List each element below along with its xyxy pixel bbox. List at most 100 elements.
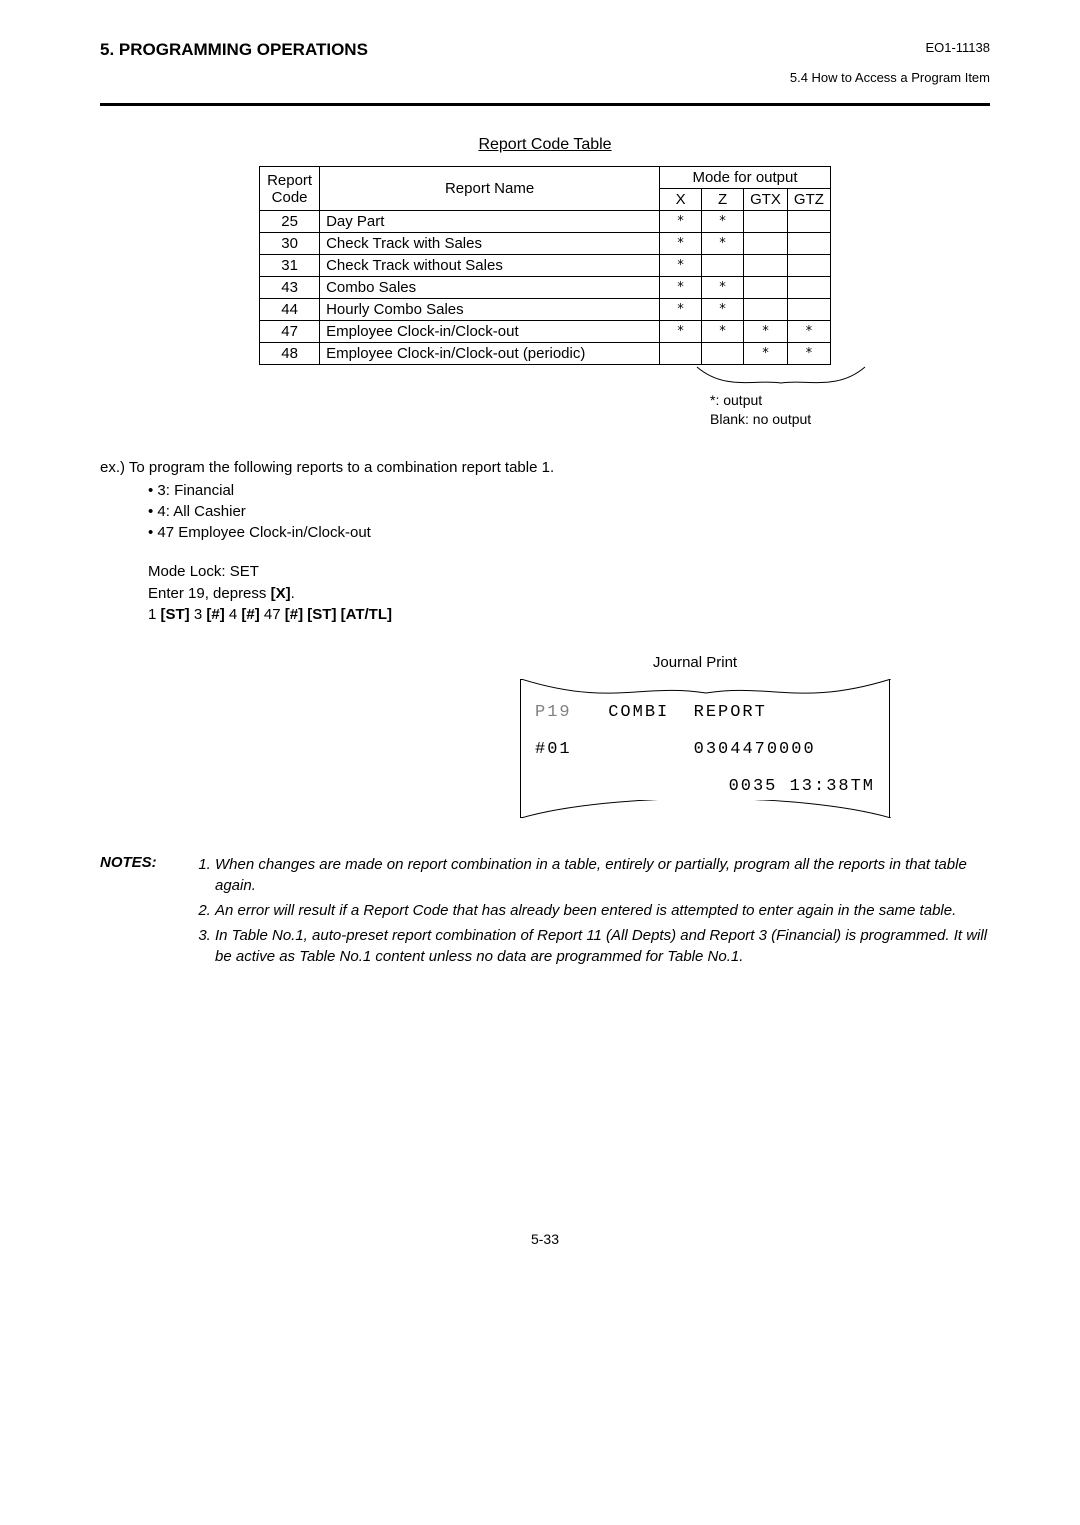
cell-mode <box>787 233 830 255</box>
table-row: 30Check Track with Sales** <box>260 233 831 255</box>
proc-l2-post: . <box>291 585 295 602</box>
procedure-block: Mode Lock: SET Enter 19, depress [X]. 1 … <box>100 561 990 626</box>
cell-mode: * <box>787 343 830 365</box>
example-item: 47 Employee Clock-in/Clock-out <box>148 522 990 543</box>
proc-seq: 1 <box>148 606 161 623</box>
note-item: When changes are made on report combinat… <box>215 854 990 896</box>
receipt-line-2: #01 0304470000 <box>535 739 875 762</box>
cell-mode <box>787 299 830 321</box>
cell-mode: * <box>702 233 744 255</box>
cell-mode: * <box>702 277 744 299</box>
cell-name: Employee Clock-in/Clock-out <box>320 321 660 343</box>
receipt-title: COMBI REPORT <box>608 703 767 722</box>
table-row: 47Employee Clock-in/Clock-out**** <box>260 321 831 343</box>
note-item: An error will result if a Report Code th… <box>215 900 990 921</box>
cell-mode <box>744 211 788 233</box>
cell-mode: * <box>744 343 788 365</box>
cell-code: 30 <box>260 233 320 255</box>
cell-mode <box>660 343 702 365</box>
cell-mode: * <box>702 211 744 233</box>
proc-l2-key: [X] <box>271 585 291 602</box>
cell-mode: * <box>660 211 702 233</box>
th-report-code: Report Code <box>260 167 320 211</box>
th-report-name: Report Name <box>320 167 660 211</box>
notes-block: NOTES: When changes are made on report c… <box>100 854 990 971</box>
th-x: X <box>660 189 702 211</box>
cell-mode <box>744 255 788 277</box>
notes-label: NOTES: <box>100 854 195 871</box>
cell-code: 44 <box>260 299 320 321</box>
page-header: 5. PROGRAMMING OPERATIONS EO1-11138 <box>100 40 990 60</box>
table-title: Report Code Table <box>100 136 990 154</box>
receipt-bot-curve <box>521 800 891 818</box>
cell-mode <box>787 255 830 277</box>
th-gtx: GTX <box>744 189 788 211</box>
cell-mode <box>744 233 788 255</box>
th-gtz: GTZ <box>787 189 830 211</box>
proc-seq: 4 <box>225 606 242 623</box>
journal-receipt: P19 COMBI REPORT #01 0304470000 0035 13:… <box>520 679 890 818</box>
receipt-num: 0304470000 <box>694 740 816 759</box>
example-intro: ex.) To program the following reports to… <box>100 457 990 478</box>
table-row: 25Day Part** <box>260 211 831 233</box>
table-row: 31Check Track without Sales* <box>260 255 831 277</box>
th-mode: Mode for output <box>660 167 831 189</box>
table-row: 43Combo Sales** <box>260 277 831 299</box>
legend-no-output: Blank: no output <box>710 410 860 429</box>
table-row: 48Employee Clock-in/Clock-out (periodic)… <box>260 343 831 365</box>
manual-code: EO1-11138 <box>925 40 990 55</box>
page-number: 5-33 <box>100 1231 990 1247</box>
cell-mode: * <box>702 299 744 321</box>
cell-code: 31 <box>260 255 320 277</box>
proc-key: [#] [ST] [AT/TL] <box>285 606 392 623</box>
notes-body: When changes are made on report combinat… <box>195 854 990 971</box>
table-legend: *: output Blank: no output <box>230 365 860 429</box>
cell-code: 48 <box>260 343 320 365</box>
cell-mode <box>787 211 830 233</box>
cell-name: Hourly Combo Sales <box>320 299 660 321</box>
proc-l2-pre: Enter 19, depress <box>148 585 271 602</box>
th-z: Z <box>702 189 744 211</box>
cell-mode: * <box>787 321 830 343</box>
proc-key: [#] <box>241 606 259 623</box>
header-divider <box>100 103 990 106</box>
sub-header: 5.4 How to Access a Program Item <box>100 70 990 85</box>
cell-name: Day Part <box>320 211 660 233</box>
example-item: 4: All Cashier <box>148 501 990 522</box>
cell-name: Check Track with Sales <box>320 233 660 255</box>
proc-key: [ST] <box>161 606 190 623</box>
legend-output: *: output <box>710 391 860 410</box>
cell-mode: * <box>660 255 702 277</box>
table-row: 44Hourly Combo Sales** <box>260 299 831 321</box>
brace-icon <box>695 365 867 387</box>
cell-name: Combo Sales <box>320 277 660 299</box>
cell-mode <box>744 299 788 321</box>
receipt-line-3: 0035 13:38TM <box>535 776 875 799</box>
cell-name: Employee Clock-in/Clock-out (periodic) <box>320 343 660 365</box>
cell-mode <box>744 277 788 299</box>
receipt-hash: #01 <box>535 740 572 759</box>
cell-name: Check Track without Sales <box>320 255 660 277</box>
proc-line-2: Enter 19, depress [X]. <box>148 583 990 605</box>
cell-mode <box>702 343 744 365</box>
example-item: 3: Financial <box>148 480 990 501</box>
journal-label: Journal Print <box>400 654 990 671</box>
report-code-table: Report Code Report Name Mode for output … <box>259 166 831 365</box>
cell-mode: * <box>744 321 788 343</box>
cell-mode: * <box>702 321 744 343</box>
example-block: ex.) To program the following reports to… <box>100 457 990 543</box>
cell-mode <box>787 277 830 299</box>
cell-code: 43 <box>260 277 320 299</box>
proc-line-1: Mode Lock: SET <box>148 561 990 583</box>
receipt-top-curve <box>521 679 891 701</box>
note-item: In Table No.1, auto-preset report combin… <box>215 925 990 967</box>
cell-code: 25 <box>260 211 320 233</box>
proc-line-3: 1 [ST] 3 [#] 4 [#] 47 [#] [ST] [AT/TL] <box>148 604 990 626</box>
cell-mode: * <box>660 321 702 343</box>
receipt-pcode: P19 <box>535 703 572 722</box>
cell-mode: * <box>660 299 702 321</box>
cell-mode: * <box>660 233 702 255</box>
proc-seq: 47 <box>260 606 285 623</box>
proc-seq: 3 <box>190 606 207 623</box>
page: 5. PROGRAMMING OPERATIONS EO1-11138 5.4 … <box>0 0 1080 1287</box>
